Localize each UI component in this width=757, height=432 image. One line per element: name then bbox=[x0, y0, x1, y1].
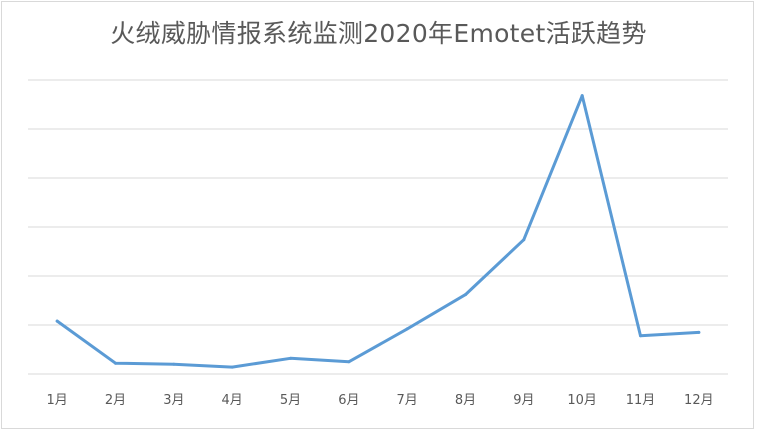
x-tick-label: 2月 bbox=[105, 393, 126, 408]
x-tick-label: 10月 bbox=[567, 393, 597, 408]
x-tick-label: 3月 bbox=[163, 393, 184, 408]
x-tick-label: 9月 bbox=[513, 393, 534, 408]
data-point bbox=[289, 356, 292, 360]
data-point bbox=[347, 360, 351, 364]
series-line bbox=[55, 94, 701, 369]
data-point bbox=[464, 293, 467, 297]
x-tick-label: 4月 bbox=[222, 393, 243, 408]
chart-title: 火绒威胁情报系统监测2020年Emotet活跃趋势 bbox=[110, 19, 647, 48]
gridlines bbox=[28, 79, 728, 375]
data-point bbox=[697, 330, 701, 334]
data-point bbox=[639, 334, 642, 338]
data-point bbox=[55, 319, 59, 323]
data-point bbox=[230, 365, 234, 369]
x-tick-label: 8月 bbox=[455, 393, 476, 408]
data-point bbox=[172, 362, 176, 366]
x-tick-label: 1月 bbox=[47, 393, 68, 408]
x-tick-label: 6月 bbox=[338, 393, 359, 408]
data-point bbox=[580, 94, 584, 98]
series-group bbox=[55, 94, 701, 369]
x-tick-label: 12月 bbox=[684, 393, 714, 408]
x-tick-label: 11月 bbox=[626, 393, 656, 408]
data-point bbox=[114, 361, 117, 365]
data-point bbox=[522, 238, 526, 242]
x-tick-label: 7月 bbox=[397, 393, 418, 408]
x-axis-ticks: 1月 2月 3月 4月 5月 6月 7月 8月 9月 10月 11月 12月 bbox=[47, 393, 714, 408]
data-point bbox=[405, 327, 409, 331]
x-tick-label: 5月 bbox=[280, 393, 301, 408]
